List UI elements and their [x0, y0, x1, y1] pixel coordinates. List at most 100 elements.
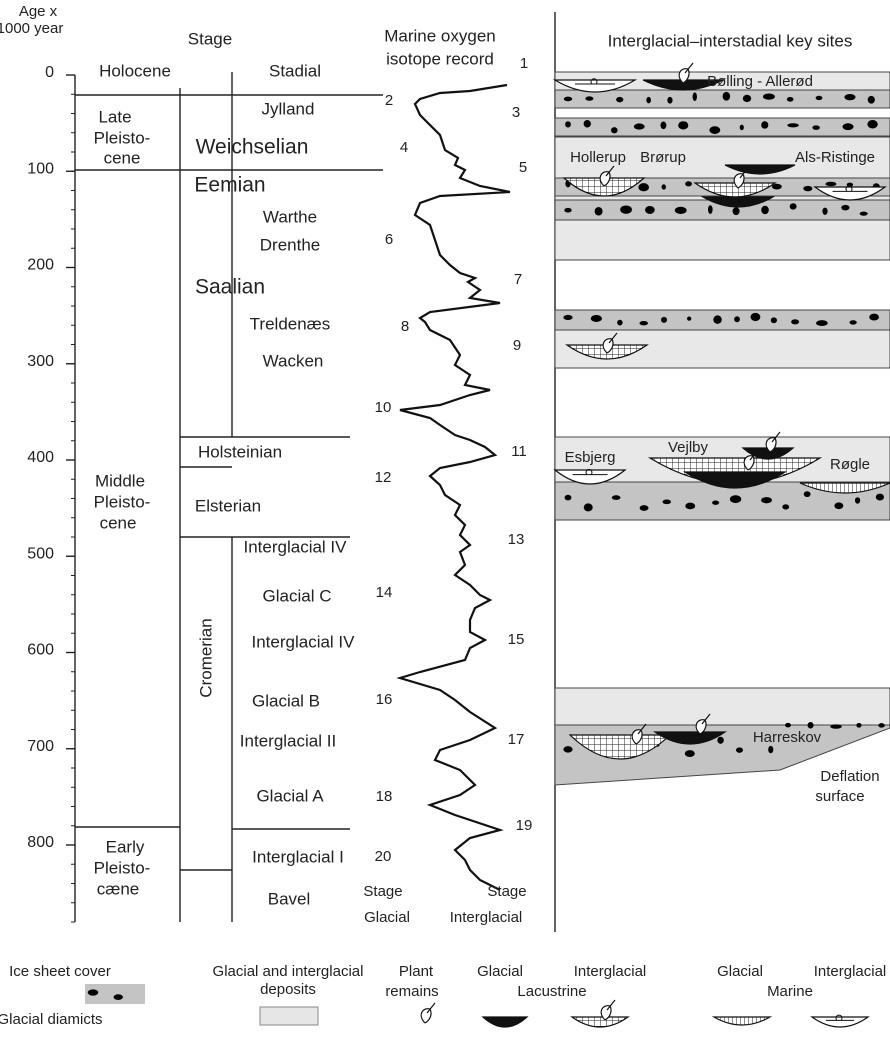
- clast: [878, 723, 885, 728]
- legend-label: Lacustrine: [517, 983, 586, 1000]
- clast: [785, 722, 791, 728]
- clast: [822, 207, 828, 215]
- leaf-icon: [600, 999, 616, 1021]
- lens: [741, 447, 795, 460]
- clast: [660, 121, 667, 130]
- clast: [620, 205, 632, 214]
- clast: [825, 181, 837, 187]
- legend: [85, 984, 870, 1028]
- clast: [661, 184, 666, 190]
- lens: [810, 1016, 870, 1028]
- isotope-stage: 14: [376, 584, 393, 601]
- series-label: cene: [100, 513, 137, 532]
- clast: [842, 123, 854, 131]
- clast: [564, 494, 572, 501]
- clast: [685, 181, 692, 187]
- isotope-stage: 13: [508, 531, 525, 548]
- leaf-icon: [743, 449, 759, 471]
- site-label: Brørup: [640, 149, 686, 166]
- substage-label: Warthe: [263, 207, 317, 226]
- tick-label: 800: [27, 834, 54, 851]
- legend-label: Ice sheet cover: [9, 963, 111, 980]
- tick-label: 200: [27, 257, 54, 274]
- clast: [611, 127, 618, 134]
- substage-label: Stadial: [269, 61, 321, 80]
- clast: [674, 206, 687, 214]
- clast: [803, 185, 813, 192]
- diamict-band: [554, 117, 890, 137]
- legend-label: Glacial: [717, 963, 763, 980]
- leaf-icon: [733, 167, 749, 189]
- substage-label: Treldenæs: [250, 314, 331, 333]
- clast: [762, 93, 775, 100]
- column-header: Interglacial–interstadial key sites: [608, 31, 853, 50]
- series-label: Early: [106, 837, 145, 856]
- shell: [575, 78, 615, 85]
- clast: [722, 91, 731, 101]
- clast: [638, 183, 650, 192]
- curve-footer: Stage: [363, 883, 402, 900]
- clast: [803, 491, 811, 498]
- clast: [844, 93, 856, 101]
- series-label: cene: [104, 148, 141, 167]
- isotope-curve: [396, 83, 511, 891]
- stage-label: Cromerian: [196, 618, 215, 697]
- tick-label: 700: [27, 738, 54, 755]
- clast: [708, 205, 713, 214]
- stage-label: Holsteinian: [198, 442, 282, 461]
- legend-label: remains: [385, 983, 438, 1000]
- lens: [553, 469, 627, 485]
- isotope-stage: 11: [511, 443, 527, 460]
- clast: [750, 312, 761, 322]
- stage-label: Eemian: [194, 174, 265, 197]
- site-label: Hollerup: [570, 149, 626, 166]
- clast: [789, 203, 797, 210]
- isotope-stage: 6: [385, 231, 393, 248]
- series-label: Middle: [95, 471, 145, 490]
- column-header: Marine oxygen: [384, 26, 496, 45]
- site-label: Esbjerg: [565, 449, 616, 466]
- clast: [709, 126, 721, 134]
- site-sections: [552, 62, 890, 786]
- clast: [611, 495, 621, 500]
- curve-footer: Interglacial: [450, 909, 523, 926]
- clast: [841, 204, 850, 211]
- clast: [685, 502, 696, 510]
- lens: [711, 1016, 773, 1026]
- clast: [617, 319, 623, 326]
- substage-label: Interglacial I: [252, 847, 344, 866]
- clast: [834, 502, 844, 510]
- leaf-icon: [420, 1002, 436, 1024]
- clast: [616, 96, 624, 103]
- stage-label: Weichselian: [196, 136, 309, 159]
- deposit-band: [554, 219, 890, 261]
- legend-label: deposits: [260, 981, 316, 998]
- series-label: Pleisto-: [94, 128, 151, 147]
- clast: [639, 505, 649, 511]
- clast: [692, 92, 697, 102]
- legend-label: Interglacial: [814, 963, 887, 980]
- isotope-stage: 18: [376, 788, 393, 805]
- diamict-swatch: [85, 984, 145, 1004]
- clast: [583, 120, 591, 128]
- site-label: Røgle: [830, 456, 870, 473]
- tick-label: 600: [27, 642, 54, 659]
- shell: [826, 1014, 854, 1021]
- series-label: Pleisto-: [94, 492, 151, 511]
- clast: [786, 96, 794, 102]
- substage-label: Bavel: [268, 889, 311, 908]
- clast: [768, 745, 774, 754]
- isotope-stage: 19: [516, 817, 533, 834]
- substage-label: Interglacial IV: [252, 632, 356, 651]
- leaf-icon: [602, 332, 618, 354]
- clast: [770, 317, 777, 324]
- lens: [570, 1016, 630, 1028]
- tick-label: 100: [27, 160, 54, 177]
- axis-label: Age x: [19, 3, 58, 20]
- lens: [481, 1016, 529, 1028]
- clast: [661, 316, 668, 323]
- clast: [761, 205, 769, 215]
- isotope-stage: 10: [375, 399, 392, 416]
- clast: [859, 211, 868, 216]
